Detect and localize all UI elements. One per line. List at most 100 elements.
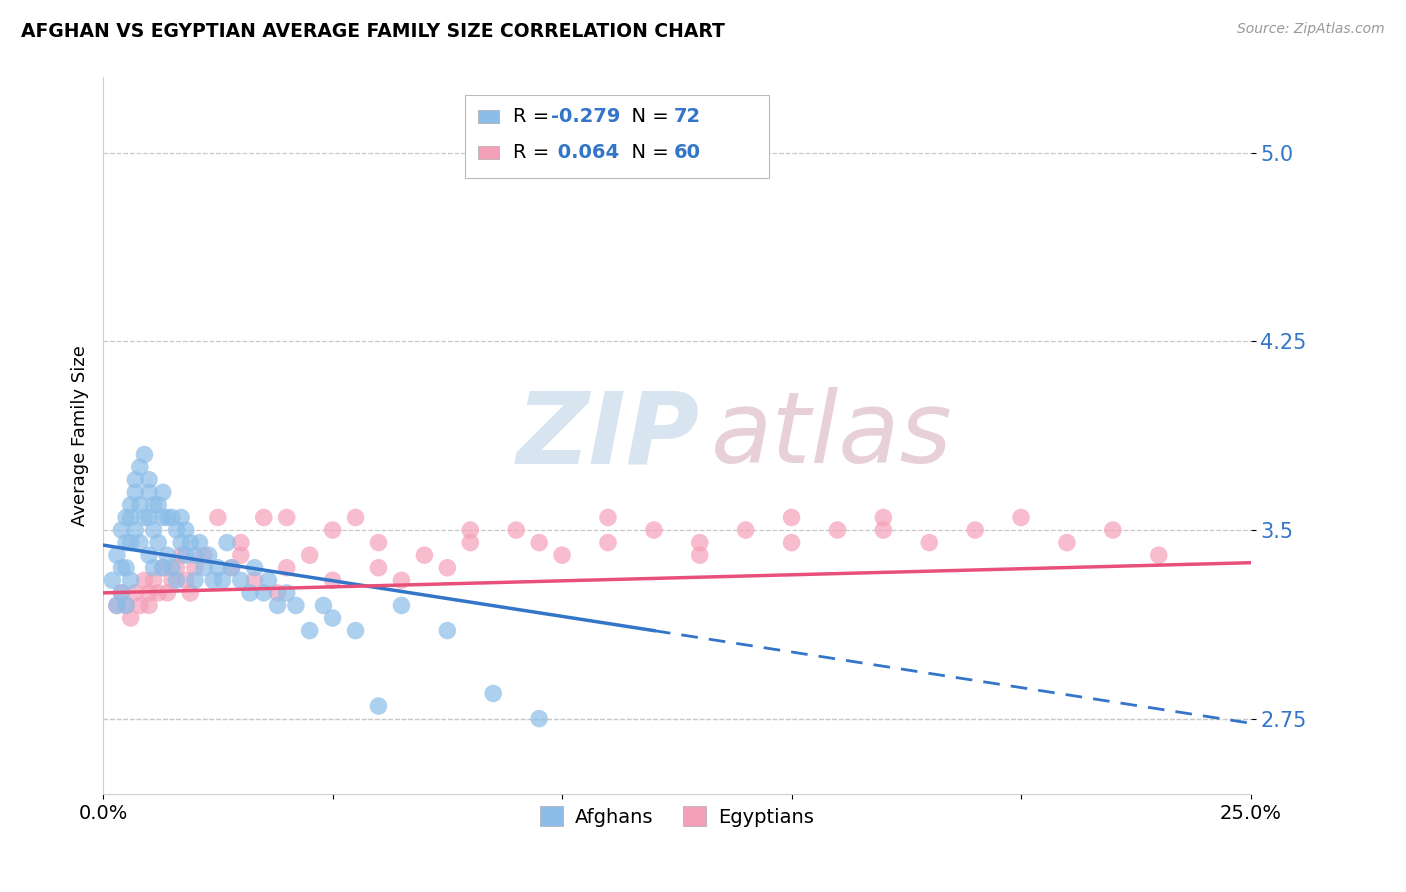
Point bbox=[115, 599, 138, 613]
Point bbox=[872, 523, 894, 537]
Point bbox=[221, 560, 243, 574]
Point bbox=[170, 535, 193, 549]
Text: atlas: atlas bbox=[711, 387, 953, 484]
Point bbox=[872, 510, 894, 524]
Point bbox=[115, 535, 138, 549]
Point bbox=[266, 599, 288, 613]
Point bbox=[211, 574, 233, 588]
Point bbox=[142, 523, 165, 537]
Point bbox=[138, 473, 160, 487]
Point bbox=[110, 586, 132, 600]
Text: Source: ZipAtlas.com: Source: ZipAtlas.com bbox=[1237, 22, 1385, 37]
Point bbox=[243, 574, 266, 588]
Point bbox=[128, 535, 150, 549]
Point bbox=[344, 624, 367, 638]
Point bbox=[138, 548, 160, 562]
Point bbox=[170, 548, 193, 562]
Point bbox=[148, 498, 170, 512]
Text: 72: 72 bbox=[673, 107, 700, 127]
Point bbox=[120, 574, 142, 588]
Point bbox=[202, 574, 225, 588]
Point bbox=[266, 586, 288, 600]
Point bbox=[138, 586, 160, 600]
Point bbox=[142, 498, 165, 512]
Point bbox=[239, 586, 262, 600]
Point bbox=[257, 574, 280, 588]
FancyBboxPatch shape bbox=[478, 111, 499, 123]
Point bbox=[156, 586, 179, 600]
Point bbox=[105, 599, 128, 613]
Point bbox=[322, 611, 344, 625]
Point bbox=[120, 611, 142, 625]
Point bbox=[527, 535, 550, 549]
Point bbox=[105, 548, 128, 562]
Point bbox=[142, 560, 165, 574]
Point bbox=[134, 448, 156, 462]
Point bbox=[436, 624, 458, 638]
Point bbox=[152, 560, 174, 574]
Point bbox=[298, 548, 321, 562]
Text: AFGHAN VS EGYPTIAN AVERAGE FAMILY SIZE CORRELATION CHART: AFGHAN VS EGYPTIAN AVERAGE FAMILY SIZE C… bbox=[21, 22, 725, 41]
Point bbox=[298, 624, 321, 638]
Text: ZIP: ZIP bbox=[517, 387, 700, 484]
FancyBboxPatch shape bbox=[478, 146, 499, 159]
Point bbox=[160, 574, 183, 588]
Point bbox=[215, 535, 238, 549]
Point bbox=[505, 523, 527, 537]
Point bbox=[207, 560, 229, 574]
Text: 60: 60 bbox=[673, 144, 700, 162]
Point bbox=[229, 548, 252, 562]
Point bbox=[128, 498, 150, 512]
Point bbox=[965, 523, 987, 537]
Point bbox=[458, 535, 481, 549]
Point bbox=[124, 473, 146, 487]
Point bbox=[128, 599, 150, 613]
Point bbox=[551, 548, 574, 562]
Point bbox=[229, 574, 252, 588]
Legend: Afghans, Egyptians: Afghans, Egyptians bbox=[533, 798, 821, 835]
Point bbox=[166, 560, 188, 574]
Point bbox=[391, 574, 413, 588]
Point bbox=[322, 574, 344, 588]
Point bbox=[527, 712, 550, 726]
Point bbox=[322, 523, 344, 537]
Point bbox=[184, 560, 207, 574]
Point bbox=[156, 510, 179, 524]
Point bbox=[827, 523, 849, 537]
FancyBboxPatch shape bbox=[464, 95, 769, 178]
Point bbox=[134, 510, 156, 524]
Point bbox=[734, 523, 756, 537]
Text: -0.279: -0.279 bbox=[551, 107, 620, 127]
Point bbox=[344, 510, 367, 524]
Point bbox=[110, 560, 132, 574]
Text: N =: N = bbox=[620, 107, 675, 127]
Text: R =: R = bbox=[513, 107, 555, 127]
Point bbox=[179, 586, 201, 600]
Point bbox=[110, 523, 132, 537]
Point bbox=[110, 586, 132, 600]
Text: 0.064: 0.064 bbox=[551, 144, 619, 162]
Point bbox=[253, 510, 276, 524]
Point bbox=[105, 599, 128, 613]
Point bbox=[115, 560, 138, 574]
Point bbox=[152, 485, 174, 500]
Point bbox=[124, 485, 146, 500]
Point bbox=[120, 498, 142, 512]
Point bbox=[184, 574, 207, 588]
Point bbox=[1010, 510, 1032, 524]
Point bbox=[174, 523, 197, 537]
Point bbox=[391, 599, 413, 613]
Point bbox=[312, 599, 335, 613]
Point bbox=[120, 535, 142, 549]
Point bbox=[367, 699, 389, 714]
Point bbox=[596, 510, 619, 524]
Point bbox=[276, 510, 298, 524]
Point bbox=[142, 574, 165, 588]
Point bbox=[413, 548, 436, 562]
Point bbox=[780, 510, 803, 524]
Point bbox=[596, 535, 619, 549]
Y-axis label: Average Family Size: Average Family Size bbox=[72, 345, 89, 526]
Point bbox=[184, 548, 207, 562]
Point bbox=[138, 599, 160, 613]
Point bbox=[193, 548, 215, 562]
